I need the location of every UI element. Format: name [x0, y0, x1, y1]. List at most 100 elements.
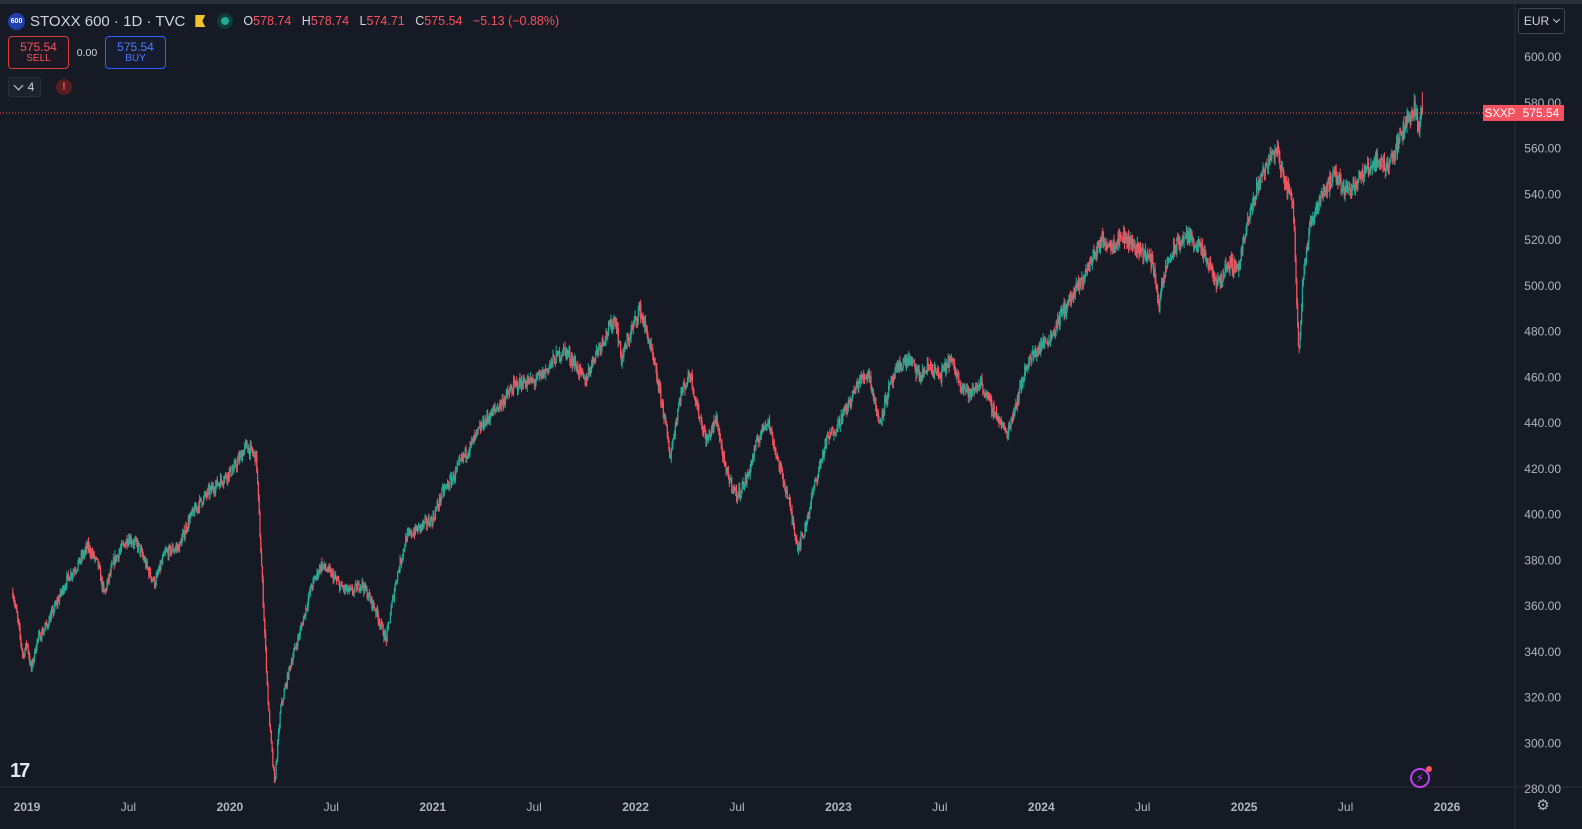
candle-body — [1315, 207, 1317, 214]
candle-body — [141, 550, 144, 556]
candle-body — [629, 337, 631, 339]
candle-body — [1010, 419, 1012, 427]
candle-body — [732, 489, 734, 491]
candle-body — [90, 553, 92, 557]
candle-body — [939, 375, 941, 378]
candle-body — [959, 382, 961, 388]
candle-body — [695, 401, 697, 403]
candle-body — [982, 384, 984, 392]
candle-body — [876, 410, 878, 417]
candle-body — [865, 377, 867, 380]
price-chart[interactable]: 600.00580.00560.00540.00520.00500.00480.… — [0, 4, 1582, 829]
candle-body — [631, 327, 633, 330]
sell-button[interactable]: 575.54 SELL — [8, 36, 69, 69]
candle-body — [482, 418, 484, 427]
candle-body — [302, 618, 305, 626]
candle-body — [1233, 260, 1235, 272]
candle-body — [294, 646, 296, 651]
candle-body — [746, 474, 748, 484]
market-status-icon[interactable] — [217, 13, 234, 29]
x-tick-label: Jul — [121, 800, 136, 814]
flag-icon[interactable] — [195, 15, 206, 27]
candle-body — [364, 583, 366, 592]
candle-body — [611, 319, 613, 330]
candle-body — [500, 402, 503, 407]
candle-body — [686, 384, 688, 386]
candle-body — [974, 389, 976, 393]
lightning-icon[interactable]: ⚡ — [1410, 766, 1432, 788]
candle-body — [1110, 243, 1112, 251]
candle-body — [945, 361, 947, 372]
candle-body — [409, 530, 412, 534]
candle-body — [364, 583, 367, 590]
candle-body — [1270, 151, 1272, 159]
candle-body — [640, 303, 642, 319]
candle-body — [52, 608, 54, 614]
sell-label: SELL — [26, 52, 51, 64]
symbol-title[interactable]: STOXX 600 · 1D · TVC — [30, 12, 186, 30]
candle-body — [866, 376, 868, 380]
candle-body — [934, 367, 937, 372]
candle-body — [372, 601, 374, 608]
warning-icon[interactable]: ! — [56, 79, 72, 95]
candle-body — [64, 586, 66, 589]
candle-body — [557, 351, 559, 355]
candle-body — [574, 359, 576, 366]
candle-body — [13, 599, 16, 604]
candle-body — [805, 523, 807, 529]
buy-button[interactable]: 575.54 BUY — [105, 36, 166, 69]
candle-body — [1121, 237, 1123, 241]
candle-body — [699, 417, 701, 419]
candle-body — [835, 431, 838, 433]
candle-body — [276, 758, 278, 764]
candle-body — [862, 377, 864, 380]
candle-body — [847, 407, 849, 412]
candle-body — [711, 424, 714, 427]
candle-body — [397, 571, 399, 581]
candle-body — [1096, 246, 1098, 257]
candle-body — [464, 448, 466, 456]
candle-body — [716, 416, 718, 426]
candle-body — [111, 564, 113, 568]
candle-body — [550, 359, 553, 363]
candle-body — [934, 367, 936, 374]
candle-body — [1031, 353, 1033, 361]
candle-body — [259, 513, 261, 538]
candle-body — [309, 592, 311, 594]
candle-body — [99, 565, 101, 569]
candle-body — [317, 570, 319, 576]
candle-body — [568, 351, 570, 354]
candle-body — [1025, 367, 1027, 371]
candle-body — [372, 601, 375, 607]
candle-body — [747, 474, 749, 476]
candle-body — [627, 338, 629, 340]
candle-body — [740, 490, 743, 495]
currency-select[interactable]: EUR — [1518, 8, 1565, 34]
candle-body — [107, 577, 109, 584]
candle-body — [756, 438, 759, 441]
candle-body — [1309, 224, 1311, 233]
candle-body — [636, 317, 638, 322]
candle-body — [791, 510, 793, 521]
candle-body — [1355, 181, 1357, 189]
candle-body — [246, 442, 248, 449]
candle-body — [1288, 182, 1290, 188]
candle-body — [167, 550, 169, 557]
candle-body — [1344, 185, 1346, 196]
tradingview-logo[interactable]: 17 — [10, 760, 30, 782]
y-tick-label: 420.00 — [1524, 462, 1561, 476]
indicators-toggle[interactable]: 4 — [8, 77, 41, 97]
candle-body — [1348, 184, 1350, 190]
candle-body — [931, 368, 933, 370]
candle-body — [1069, 296, 1071, 298]
gear-icon[interactable]: ⚙ — [1536, 797, 1550, 814]
candle-body — [989, 396, 991, 400]
candle-body — [599, 345, 602, 351]
candle-body — [968, 388, 970, 398]
candle-body — [488, 418, 491, 422]
candle-body — [1310, 218, 1312, 226]
candle-body — [920, 375, 922, 381]
candle-body — [1385, 167, 1387, 172]
candle-body — [1074, 290, 1077, 295]
candle-body — [849, 400, 851, 403]
